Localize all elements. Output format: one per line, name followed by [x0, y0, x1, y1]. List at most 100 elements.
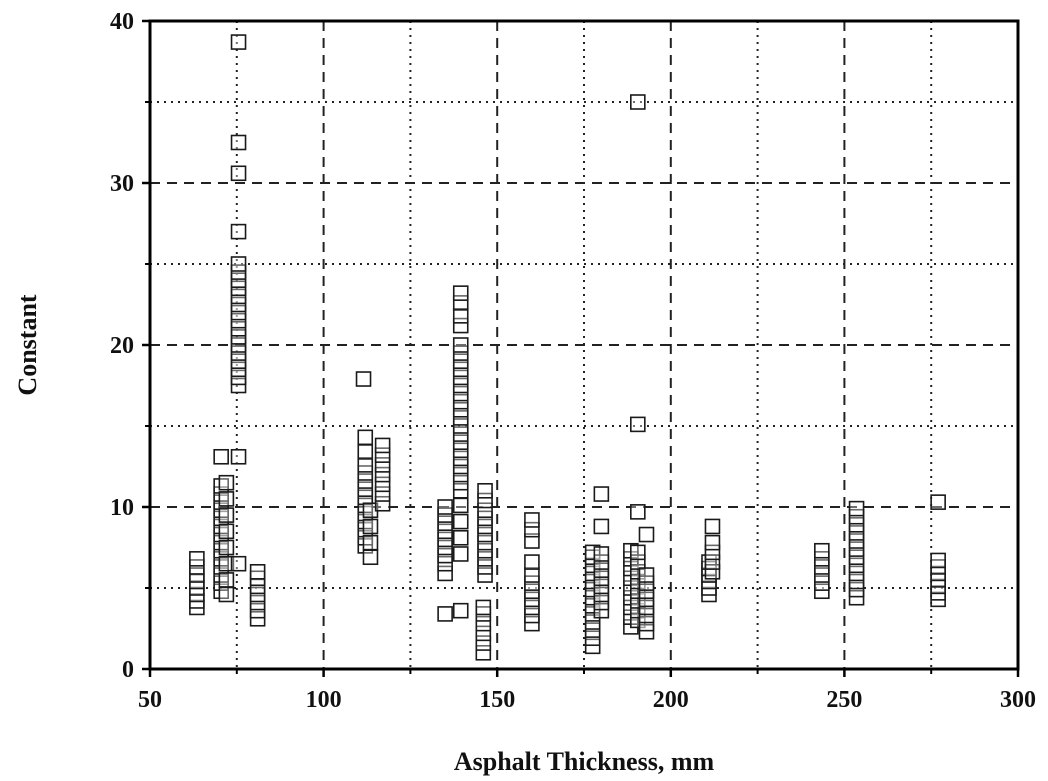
- data-point: [230, 304, 247, 321]
- data-point: [524, 533, 540, 549]
- data-point: [477, 559, 493, 575]
- data-point: [249, 602, 266, 619]
- data-point: [213, 502, 229, 519]
- data-point: [357, 473, 374, 489]
- data-point: [218, 523, 235, 540]
- data-point: [218, 491, 235, 507]
- data-point: [848, 525, 865, 541]
- data-point: [814, 583, 830, 600]
- data-point: [638, 607, 655, 624]
- data-point: [814, 542, 830, 559]
- data-point: [230, 296, 247, 313]
- data-point: [213, 486, 229, 502]
- data-point: [230, 264, 247, 280]
- data-point: [848, 500, 865, 517]
- data-point: [524, 607, 540, 624]
- y-tick-label: 0: [122, 657, 134, 683]
- data-point: [218, 474, 235, 491]
- data-point: [249, 586, 266, 603]
- data-point: [452, 345, 469, 361]
- data-point: [230, 345, 247, 361]
- data-point: [357, 457, 374, 473]
- data-point: [477, 567, 493, 583]
- data-point: [437, 531, 453, 548]
- data-point: [218, 539, 235, 556]
- data-point: [593, 602, 610, 619]
- data-point: [814, 575, 830, 591]
- y-tick-label: 40: [110, 9, 134, 35]
- data-point: [357, 529, 374, 546]
- y-tick-label: 10: [110, 495, 134, 521]
- data-point: [848, 533, 865, 549]
- data-point: [584, 630, 601, 647]
- data-point: [848, 508, 865, 525]
- data-point: [452, 401, 469, 418]
- data-point: [230, 223, 247, 240]
- data-point: [218, 572, 235, 588]
- data-point: [593, 594, 610, 611]
- data-point: [477, 542, 493, 559]
- data-point: [848, 549, 865, 566]
- data-point: [230, 377, 247, 394]
- data-point: [638, 567, 655, 583]
- data-point: [189, 551, 205, 567]
- data-point: [452, 285, 469, 301]
- data-point: [524, 599, 540, 616]
- data-point: [524, 575, 540, 591]
- data-point: [848, 589, 865, 606]
- data-point: [218, 586, 235, 603]
- data-point: [230, 256, 247, 272]
- data-point: [437, 523, 453, 540]
- data-point: [357, 465, 374, 481]
- data-point: [230, 329, 247, 345]
- data-point: [848, 581, 865, 598]
- data-point: [848, 517, 865, 533]
- x-tick-label: 250: [826, 687, 862, 713]
- y-axis-title: Constant: [13, 294, 42, 395]
- data-point: [704, 518, 721, 535]
- data-point: [848, 541, 865, 557]
- data-point: [230, 134, 247, 151]
- data-point: [230, 353, 247, 370]
- data-point: [362, 518, 379, 535]
- x-axis-title: Asphalt Thickness, mm: [454, 747, 715, 776]
- data-point: [593, 586, 610, 603]
- data-point: [437, 507, 453, 523]
- data-point: [630, 504, 646, 520]
- data-point: [452, 393, 469, 410]
- data-point: [452, 513, 469, 530]
- data-point: [593, 486, 610, 502]
- data-point: [584, 614, 601, 630]
- data-point: [355, 371, 372, 387]
- x-tick-label: 100: [306, 687, 342, 713]
- data-point: [930, 494, 946, 510]
- data-point: [357, 513, 374, 530]
- data-points: [189, 34, 946, 661]
- data-point: [848, 565, 865, 582]
- data-point: [437, 547, 453, 564]
- data-point: [593, 578, 610, 595]
- y-tick-label: 30: [110, 171, 134, 197]
- data-point: [357, 489, 374, 506]
- data-point: [814, 559, 830, 575]
- data-point: [452, 482, 469, 499]
- data-point: [357, 444, 374, 460]
- data-point: [704, 534, 721, 551]
- data-point: [638, 623, 655, 640]
- data-point: [524, 567, 540, 583]
- data-point: [452, 353, 469, 370]
- data-point: [230, 312, 247, 329]
- x-tick-label: 200: [653, 687, 689, 713]
- data-point: [452, 434, 469, 451]
- data-point: [638, 615, 655, 632]
- data-point: [213, 567, 229, 583]
- y-tick-label: 20: [110, 333, 134, 359]
- data-point: [452, 474, 469, 491]
- data-point: [213, 448, 229, 465]
- data-point: [452, 546, 469, 562]
- data-point: [638, 526, 655, 543]
- data-point: [357, 481, 374, 497]
- data-point: [230, 369, 247, 386]
- data-point: [437, 555, 453, 572]
